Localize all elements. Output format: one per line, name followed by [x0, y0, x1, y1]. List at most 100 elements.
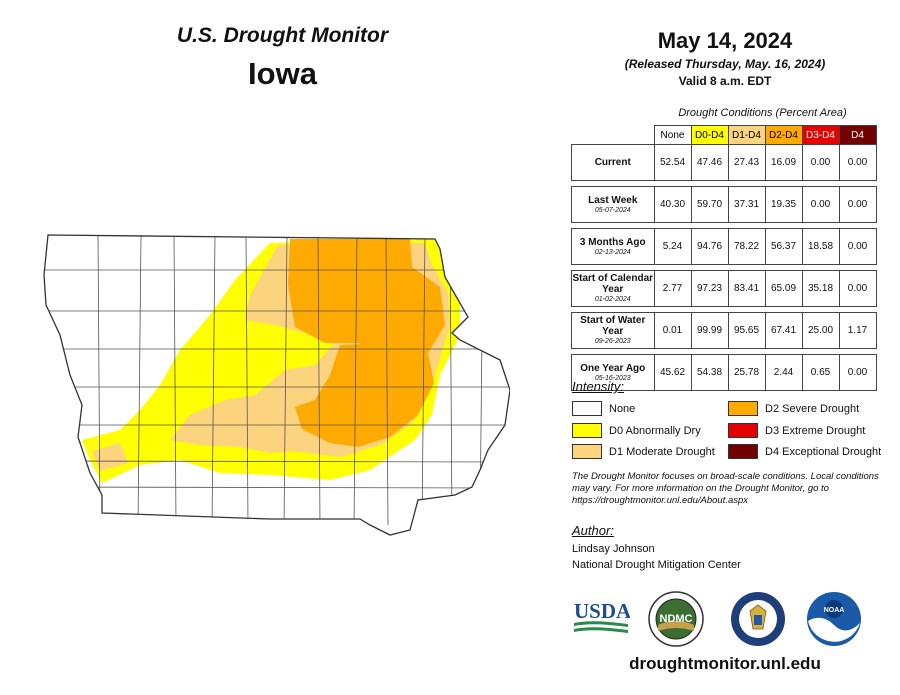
row-date: 05-07-2024	[594, 206, 631, 214]
author-label: Author:	[572, 523, 614, 538]
monitor-title: U.S. Drought Monitor	[176, 24, 389, 47]
legend-swatch-d3	[728, 423, 758, 438]
legend-label-d0: D0 Abnormally Dry	[609, 424, 701, 437]
table-cell: 35.18	[801, 270, 840, 307]
table-cell: 16.09	[764, 144, 803, 181]
header-d4: D4	[838, 125, 877, 145]
table-row: Last Week 05-07-2024 40.30 59.70 37.31 19.35 0…	[571, 186, 877, 223]
row-label: 3 Months Ago 02-13-2024	[571, 228, 655, 265]
drought-conditions-table: None D0-D4 D1-D4 D2-D4 D3-D4 D4 Current 5…	[571, 125, 877, 391]
legend-swatch-d2	[728, 401, 758, 416]
table-cell: 0.00	[838, 186, 877, 223]
table-cell: 65.09	[764, 270, 803, 307]
table-cell: 2.44	[764, 354, 803, 391]
row-label-text: Last Week	[588, 194, 638, 206]
table-cell: 18.58	[801, 228, 840, 265]
table-cell: 78.22	[727, 228, 766, 265]
table-row: 3 Months Ago 02-13-2024 5.24 94.76 78.22 56.3…	[571, 228, 877, 265]
legend-item-none: None	[572, 401, 635, 416]
legend-swatch-d0	[572, 423, 602, 438]
table-cell: 0.00	[838, 144, 877, 181]
state-title: Iowa	[248, 56, 317, 91]
row-label: Last Week 05-07-2024	[571, 186, 655, 223]
legend-item-d1: D1 Moderate Drought	[572, 444, 715, 459]
valid-time: Valid 8 a.m. EDT	[678, 74, 772, 88]
table-cell: 47.46	[690, 144, 729, 181]
legend-swatch-d1	[572, 444, 602, 459]
table-cell: 95.65	[727, 312, 766, 349]
table-cell: 59.70	[690, 186, 729, 223]
row-date: 05-16-2023	[594, 374, 631, 382]
map-date: May 14, 2024	[657, 28, 793, 53]
author-name: Lindsay Johnson	[572, 543, 655, 555]
header-none: None	[653, 125, 692, 145]
table-cell: 45.62	[653, 354, 692, 391]
noaa-logo-text: NOAA	[824, 607, 845, 614]
table-cell: 27.43	[727, 144, 766, 181]
row-label: Start of Water Year 09-26-2023	[571, 312, 655, 349]
row-label-text: Start of Water Year	[580, 315, 646, 337]
usda-logo: USDA	[574, 599, 630, 633]
commerce-seal-logo	[731, 592, 785, 646]
table-row: Current 52.54 47.46 27.43 16.09 0.00 0.00	[571, 144, 877, 181]
table-cell: 25.78	[727, 354, 766, 391]
legend-item-d3: D3 Extreme Drought	[728, 423, 865, 438]
table-cell: 0.00	[801, 144, 840, 181]
legend-item-d0: D0 Abnormally Dry	[572, 423, 701, 438]
table-cell: 67.41	[764, 312, 803, 349]
release-date: (Released Thursday, May. 16, 2024)	[624, 57, 826, 71]
table-cell: 25.00	[801, 312, 840, 349]
row-label: Start of Calendar Year 01-02-2024	[571, 270, 655, 307]
table-cell: 94.76	[690, 228, 729, 265]
legend-label-d2: D2 Severe Drought	[765, 402, 860, 415]
legend-label-none: None	[609, 402, 636, 415]
header-d3-d4: D3-D4	[801, 125, 840, 145]
row-label: Current	[571, 144, 655, 181]
row-label-text: Start of Calendar Year	[572, 273, 654, 295]
table-cell: 1.17	[838, 312, 877, 349]
row-date: 09-26-2023	[594, 338, 631, 345]
iowa-drought-map	[43, 234, 510, 536]
table-cell: 97.23	[690, 270, 729, 307]
usda-logo-text: USDA	[574, 599, 630, 623]
table-cell: 5.24	[653, 228, 692, 265]
table-cell: 83.41	[727, 270, 766, 307]
table-caption: Drought Conditions (Percent Area)	[678, 107, 847, 119]
row-label-text: Current	[594, 157, 631, 168]
table-cell: 56.37	[764, 228, 803, 265]
table-cell: 19.35	[764, 186, 803, 223]
table-cell: 0.00	[801, 186, 840, 223]
legend-title: Intensity:	[572, 379, 625, 394]
table-cell: 0.65	[801, 354, 840, 391]
website-url: droughtmonitor.unl.edu	[629, 654, 821, 673]
iowa-state-outline	[43, 234, 510, 536]
row-date: 02-13-2024	[594, 248, 631, 256]
table-cell: 40.30	[653, 186, 692, 223]
d2-area-northeast	[288, 239, 445, 353]
d1-area-southwest	[92, 443, 128, 471]
author-organization: National Drought Mitigation Center	[572, 559, 741, 571]
table-cell: 52.54	[653, 144, 692, 181]
disclaimer-note: The Drought Monitor focuses on broad-sca…	[572, 471, 879, 506]
table-cell: 0.01	[653, 312, 692, 349]
legend-swatch-none	[572, 401, 602, 416]
table-cell: 54.38	[690, 354, 729, 391]
table-cell: 37.31	[727, 186, 766, 223]
legend-label-d1: D1 Moderate Drought	[609, 445, 715, 458]
legend-label-d4: D4 Exceptional Drought	[765, 445, 882, 458]
row-date: 01-02-2024	[594, 296, 631, 303]
header-d2-d4: D2-D4	[764, 125, 803, 145]
legend-swatch-d4	[728, 444, 758, 459]
header-d1-d4: D1-D4	[727, 125, 766, 145]
legend-label-d3: D3 Extreme Drought	[765, 424, 866, 437]
table-cell: 0.00	[838, 270, 877, 307]
ndmc-logo-text: NDMC	[660, 613, 693, 625]
table-cell: 0.00	[838, 228, 877, 265]
table-header-row: None D0-D4 D1-D4 D2-D4 D3-D4 D4	[572, 125, 877, 145]
table-cell: 0.00	[838, 354, 877, 391]
legend-item-d2: D2 Severe Drought	[728, 401, 859, 416]
noaa-logo: NOAA	[807, 592, 861, 646]
table-row: One Year Ago 05-16-2023 45.62 54.38 25.78 2.4…	[571, 354, 877, 391]
ndmc-logo: NDMC	[648, 591, 704, 647]
legend-item-d4: D4 Exceptional Drought	[728, 444, 881, 459]
